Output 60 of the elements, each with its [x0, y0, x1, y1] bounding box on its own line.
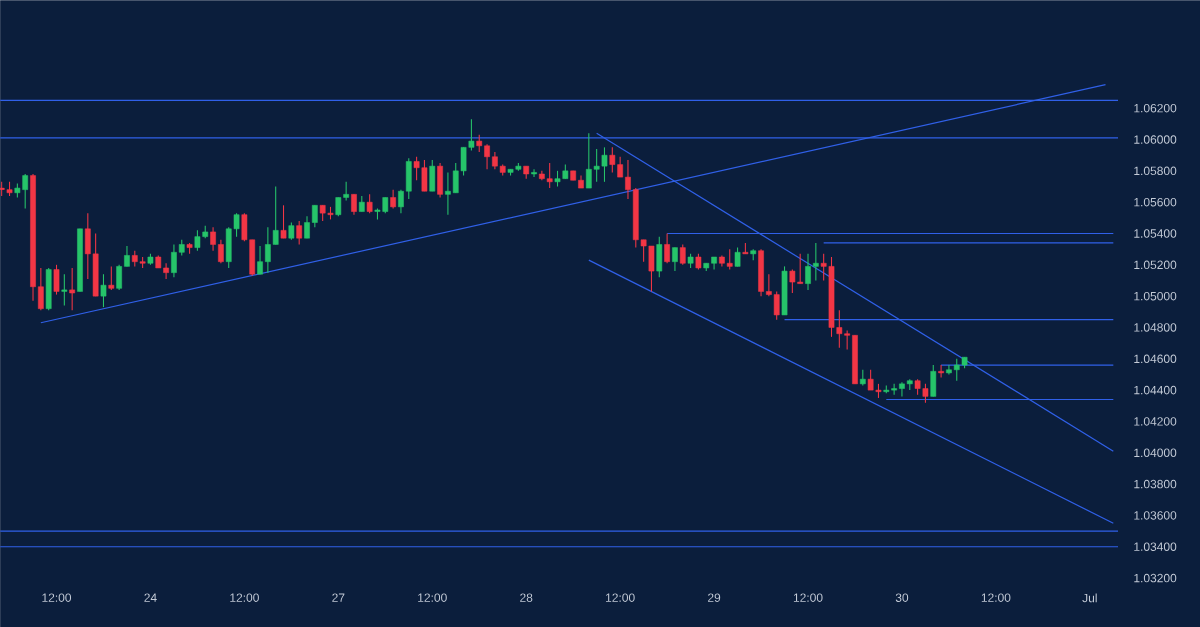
candlestick	[812, 242, 819, 281]
y-tick-label: 1.04000	[1134, 448, 1177, 457]
candlestick	[108, 265, 115, 291]
candlestick	[445, 171, 451, 216]
y-tick-label: 1.04400	[1134, 385, 1177, 395]
y-tick-label: 1.05800	[1134, 166, 1177, 176]
y-tick-label: 1.05000	[1134, 291, 1177, 301]
candlestick	[711, 256, 717, 271]
x-tick-label: 28	[520, 593, 533, 602]
x-tick-label: 30	[895, 593, 909, 602]
x-tick-label: 12:00	[230, 593, 259, 602]
candlestick	[280, 204, 287, 239]
candlestick	[257, 245, 263, 275]
candlestick	[899, 381, 905, 397]
candlestick	[311, 204, 318, 228]
candlestick	[679, 243, 686, 266]
y-tick-label: 1.03800	[1134, 479, 1177, 489]
candlestick	[296, 220, 303, 245]
y-tick-label: 1.04200	[1134, 417, 1177, 426]
candlestick	[53, 264, 60, 296]
y-tick-label: 1.04800	[1134, 323, 1177, 332]
candlestick	[38, 267, 44, 311]
candlestick	[938, 364, 944, 379]
x-tick-label: 12:00	[981, 593, 1011, 602]
y-tick-label: 1.03400	[1134, 542, 1177, 551]
y-tick-label: 1.03600	[1134, 511, 1177, 520]
candlestick	[366, 193, 373, 214]
candlestick	[531, 168, 537, 178]
candlestick	[171, 243, 177, 278]
candlestick	[218, 239, 224, 264]
x-tick-label: 12:00	[418, 593, 447, 602]
candlestick	[398, 189, 404, 214]
y-tick-label: 1.05200	[1134, 260, 1177, 270]
x-tick-label: 12:00	[606, 593, 635, 602]
candlestick	[124, 245, 130, 267]
candlestick	[100, 273, 107, 308]
y-tick-label: 1.06200	[1134, 103, 1177, 113]
y-tick-label: 1.05600	[1134, 197, 1177, 207]
y-tick-label: 1.05400	[1134, 229, 1177, 238]
x-tick-label: 12:00	[793, 593, 823, 602]
x-tick-label: 12:00	[42, 593, 72, 602]
x-tick-label: 27	[332, 593, 345, 602]
candlestick	[734, 247, 741, 267]
candlestick	[625, 159, 631, 200]
candlestick	[672, 247, 678, 272]
candlestick	[805, 253, 811, 291]
candlestick	[61, 273, 68, 307]
x-tick-label: 24	[144, 593, 157, 602]
candlestick	[351, 193, 357, 216]
x-tick-label: Jul	[1082, 593, 1097, 603]
candlestick	[116, 264, 122, 291]
y-tick-label: 1.03200	[1134, 573, 1177, 583]
x-tick-label: 29	[708, 593, 721, 602]
candlestick	[484, 143, 490, 170]
y-tick-label: 1.04600	[1134, 354, 1177, 364]
candlestick	[664, 232, 670, 264]
candlestick	[210, 226, 216, 252]
candlestick	[69, 267, 76, 311]
candlestick	[304, 215, 310, 239]
y-tick-label: 1.06000	[1134, 135, 1177, 144]
